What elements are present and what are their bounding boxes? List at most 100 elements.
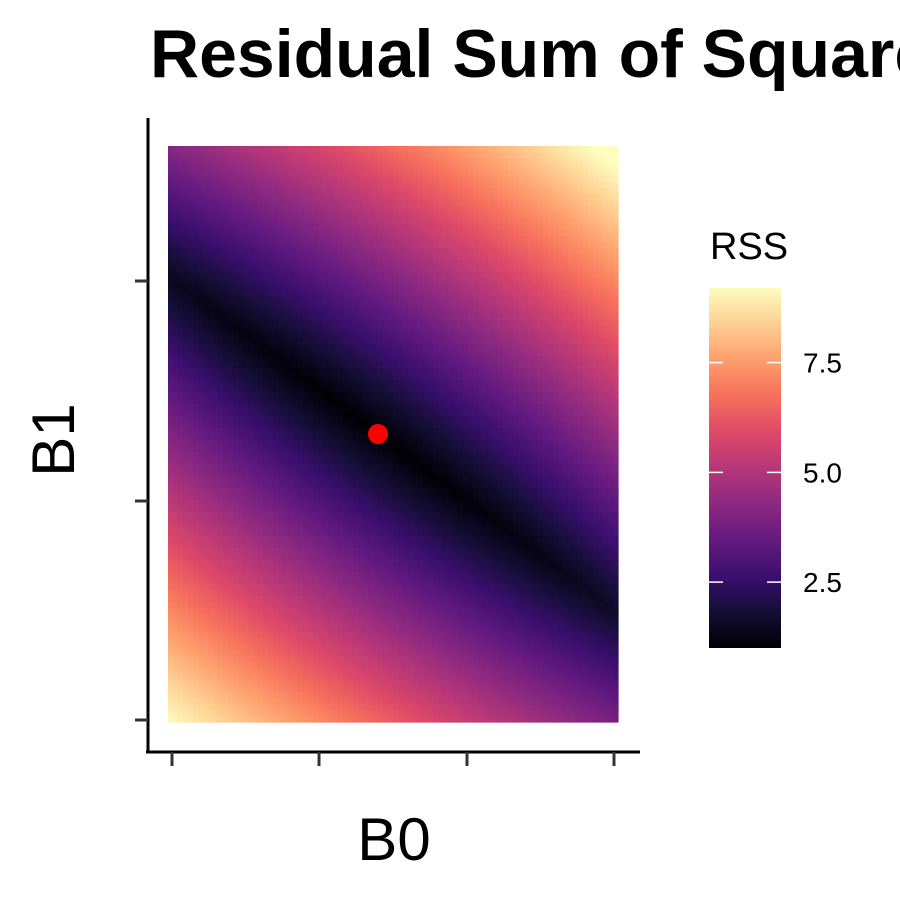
heatmap-cell <box>423 248 429 255</box>
heatmap-cell <box>403 308 409 315</box>
heatmap-cell <box>383 416 389 423</box>
heatmap-cell <box>348 374 354 381</box>
heatmap-cell <box>583 290 589 297</box>
heatmap-cell <box>293 368 299 375</box>
heatmap-cell <box>443 422 449 429</box>
heatmap-cell <box>608 194 614 201</box>
heatmap-cell <box>543 194 549 201</box>
heatmap-cell <box>208 398 214 405</box>
heatmap-cell <box>473 176 479 183</box>
heatmap-cell <box>378 452 384 459</box>
heatmap-cell <box>453 176 459 183</box>
heatmap-cell <box>463 290 469 297</box>
heatmap-cell <box>248 194 254 201</box>
heatmap-cell <box>568 434 574 441</box>
heatmap-cell <box>503 146 509 153</box>
heatmap-cell <box>168 206 174 213</box>
heatmap-cell <box>368 230 374 237</box>
heatmap-cell <box>243 206 249 213</box>
heatmap-cell <box>253 428 259 435</box>
heatmap-cell <box>398 344 404 351</box>
heatmap-cell <box>483 176 489 183</box>
heatmap-cell <box>408 404 414 411</box>
heatmap-cell <box>168 392 174 399</box>
heatmap-cell <box>533 200 539 207</box>
heatmap-cell <box>168 188 174 195</box>
heatmap-cell <box>303 350 309 357</box>
heatmap-cell <box>588 290 594 297</box>
heatmap-cell <box>253 176 259 183</box>
heatmap-cell <box>343 152 349 159</box>
heatmap-cell <box>238 146 244 153</box>
heatmap-cell <box>218 266 224 273</box>
heatmap-cell <box>173 320 179 327</box>
heatmap-cell <box>333 236 339 243</box>
heatmap-cell <box>598 218 604 225</box>
heatmap-cell <box>548 398 554 405</box>
heatmap-cell <box>498 386 504 393</box>
heatmap-cell <box>223 284 229 291</box>
heatmap-cell <box>273 284 279 291</box>
heatmap-cell <box>348 260 354 267</box>
heatmap-cell <box>228 398 234 405</box>
heatmap-cell <box>403 368 409 375</box>
heatmap-cell <box>248 260 254 267</box>
heatmap-cell <box>363 218 369 225</box>
heatmap-cell <box>413 434 419 441</box>
heatmap-cell <box>258 260 264 267</box>
heatmap-cell <box>308 188 314 195</box>
heatmap-cell <box>603 452 609 459</box>
heatmap-cell <box>608 386 614 393</box>
heatmap-cell <box>278 242 284 249</box>
heatmap-cell <box>493 188 499 195</box>
heatmap-cell <box>423 224 429 231</box>
heatmap-cell <box>328 320 334 327</box>
heatmap-cell <box>488 470 494 477</box>
heatmap-cell <box>528 308 534 315</box>
heatmap-cell <box>173 362 179 369</box>
heatmap-cell <box>218 386 224 393</box>
heatmap-cell <box>248 230 254 237</box>
heatmap-cell <box>183 374 189 381</box>
heatmap-cell <box>313 182 319 189</box>
heatmap-cell <box>453 158 459 165</box>
heatmap-cell <box>438 170 444 177</box>
heatmap-cell <box>528 428 534 435</box>
heatmap-cell <box>383 194 389 201</box>
heatmap-cell <box>263 314 269 321</box>
heatmap-cell <box>283 206 289 213</box>
heatmap-cell <box>513 470 519 477</box>
heatmap-cell <box>213 182 219 189</box>
heatmap-cell <box>473 260 479 267</box>
heatmap-cell <box>513 236 519 243</box>
heatmap-cell <box>248 404 254 411</box>
heatmap-cell <box>378 380 384 387</box>
heatmap-cell <box>528 170 534 177</box>
heatmap-cell <box>168 416 174 423</box>
heatmap-cell <box>228 452 234 459</box>
heatmap-cell <box>483 254 489 261</box>
heatmap-cell <box>603 356 609 363</box>
heatmap-cell <box>193 476 199 483</box>
heatmap-cell <box>248 308 254 315</box>
heatmap-cell <box>493 338 499 345</box>
heatmap-cell <box>448 308 454 315</box>
heatmap-cell <box>253 314 259 321</box>
heatmap-cell <box>238 236 244 243</box>
heatmap-cell <box>308 416 314 423</box>
heatmap-cell <box>318 290 324 297</box>
heatmap-cell <box>298 470 304 477</box>
heatmap-cell <box>273 374 279 381</box>
heatmap-cell <box>468 278 474 285</box>
heatmap-cell <box>318 152 324 159</box>
heatmap-cell <box>523 338 529 345</box>
heatmap-cell <box>513 194 519 201</box>
heatmap-cell <box>383 158 389 165</box>
heatmap-cell <box>538 164 544 171</box>
heatmap-cell <box>243 344 249 351</box>
heatmap-cell <box>608 404 614 411</box>
heatmap-cell <box>343 428 349 435</box>
heatmap-cell <box>463 338 469 345</box>
heatmap-cell <box>588 338 594 345</box>
heatmap-cell <box>233 476 239 483</box>
